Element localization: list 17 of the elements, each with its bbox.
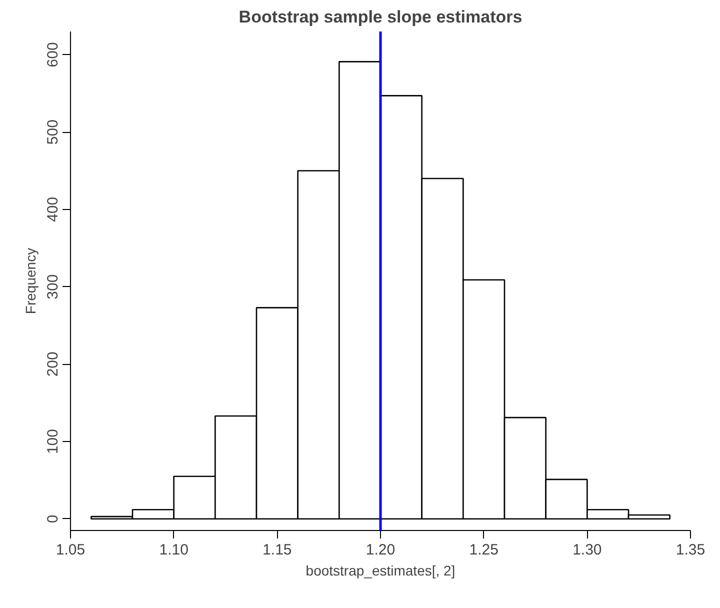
x-tick-label: 1.20 — [366, 542, 396, 558]
x-tick-label: 1.35 — [676, 542, 706, 558]
x-tick-label: 1.10 — [159, 542, 188, 558]
y-axis-title: Frequency — [22, 248, 38, 314]
y-tick-label: 100 — [44, 429, 62, 454]
x-axis-title: bootstrap_estimates[, 2] — [306, 562, 456, 578]
x-tick-label: 1.05 — [56, 542, 86, 558]
x-tick-label: 1.30 — [572, 542, 602, 558]
y-tick-label: 0 — [44, 514, 62, 524]
y-tick-label: 300 — [44, 274, 62, 300]
x-tick-label: 1.15 — [262, 542, 292, 558]
y-tick-label: 500 — [44, 120, 62, 145]
y-tick-label: 400 — [44, 196, 62, 222]
chart-title: Bootstrap sample slope estimators — [238, 8, 522, 26]
y-tick-label: 200 — [44, 352, 62, 377]
x-tick-label: 1.25 — [469, 542, 498, 558]
y-tick-label: 600 — [44, 42, 62, 68]
